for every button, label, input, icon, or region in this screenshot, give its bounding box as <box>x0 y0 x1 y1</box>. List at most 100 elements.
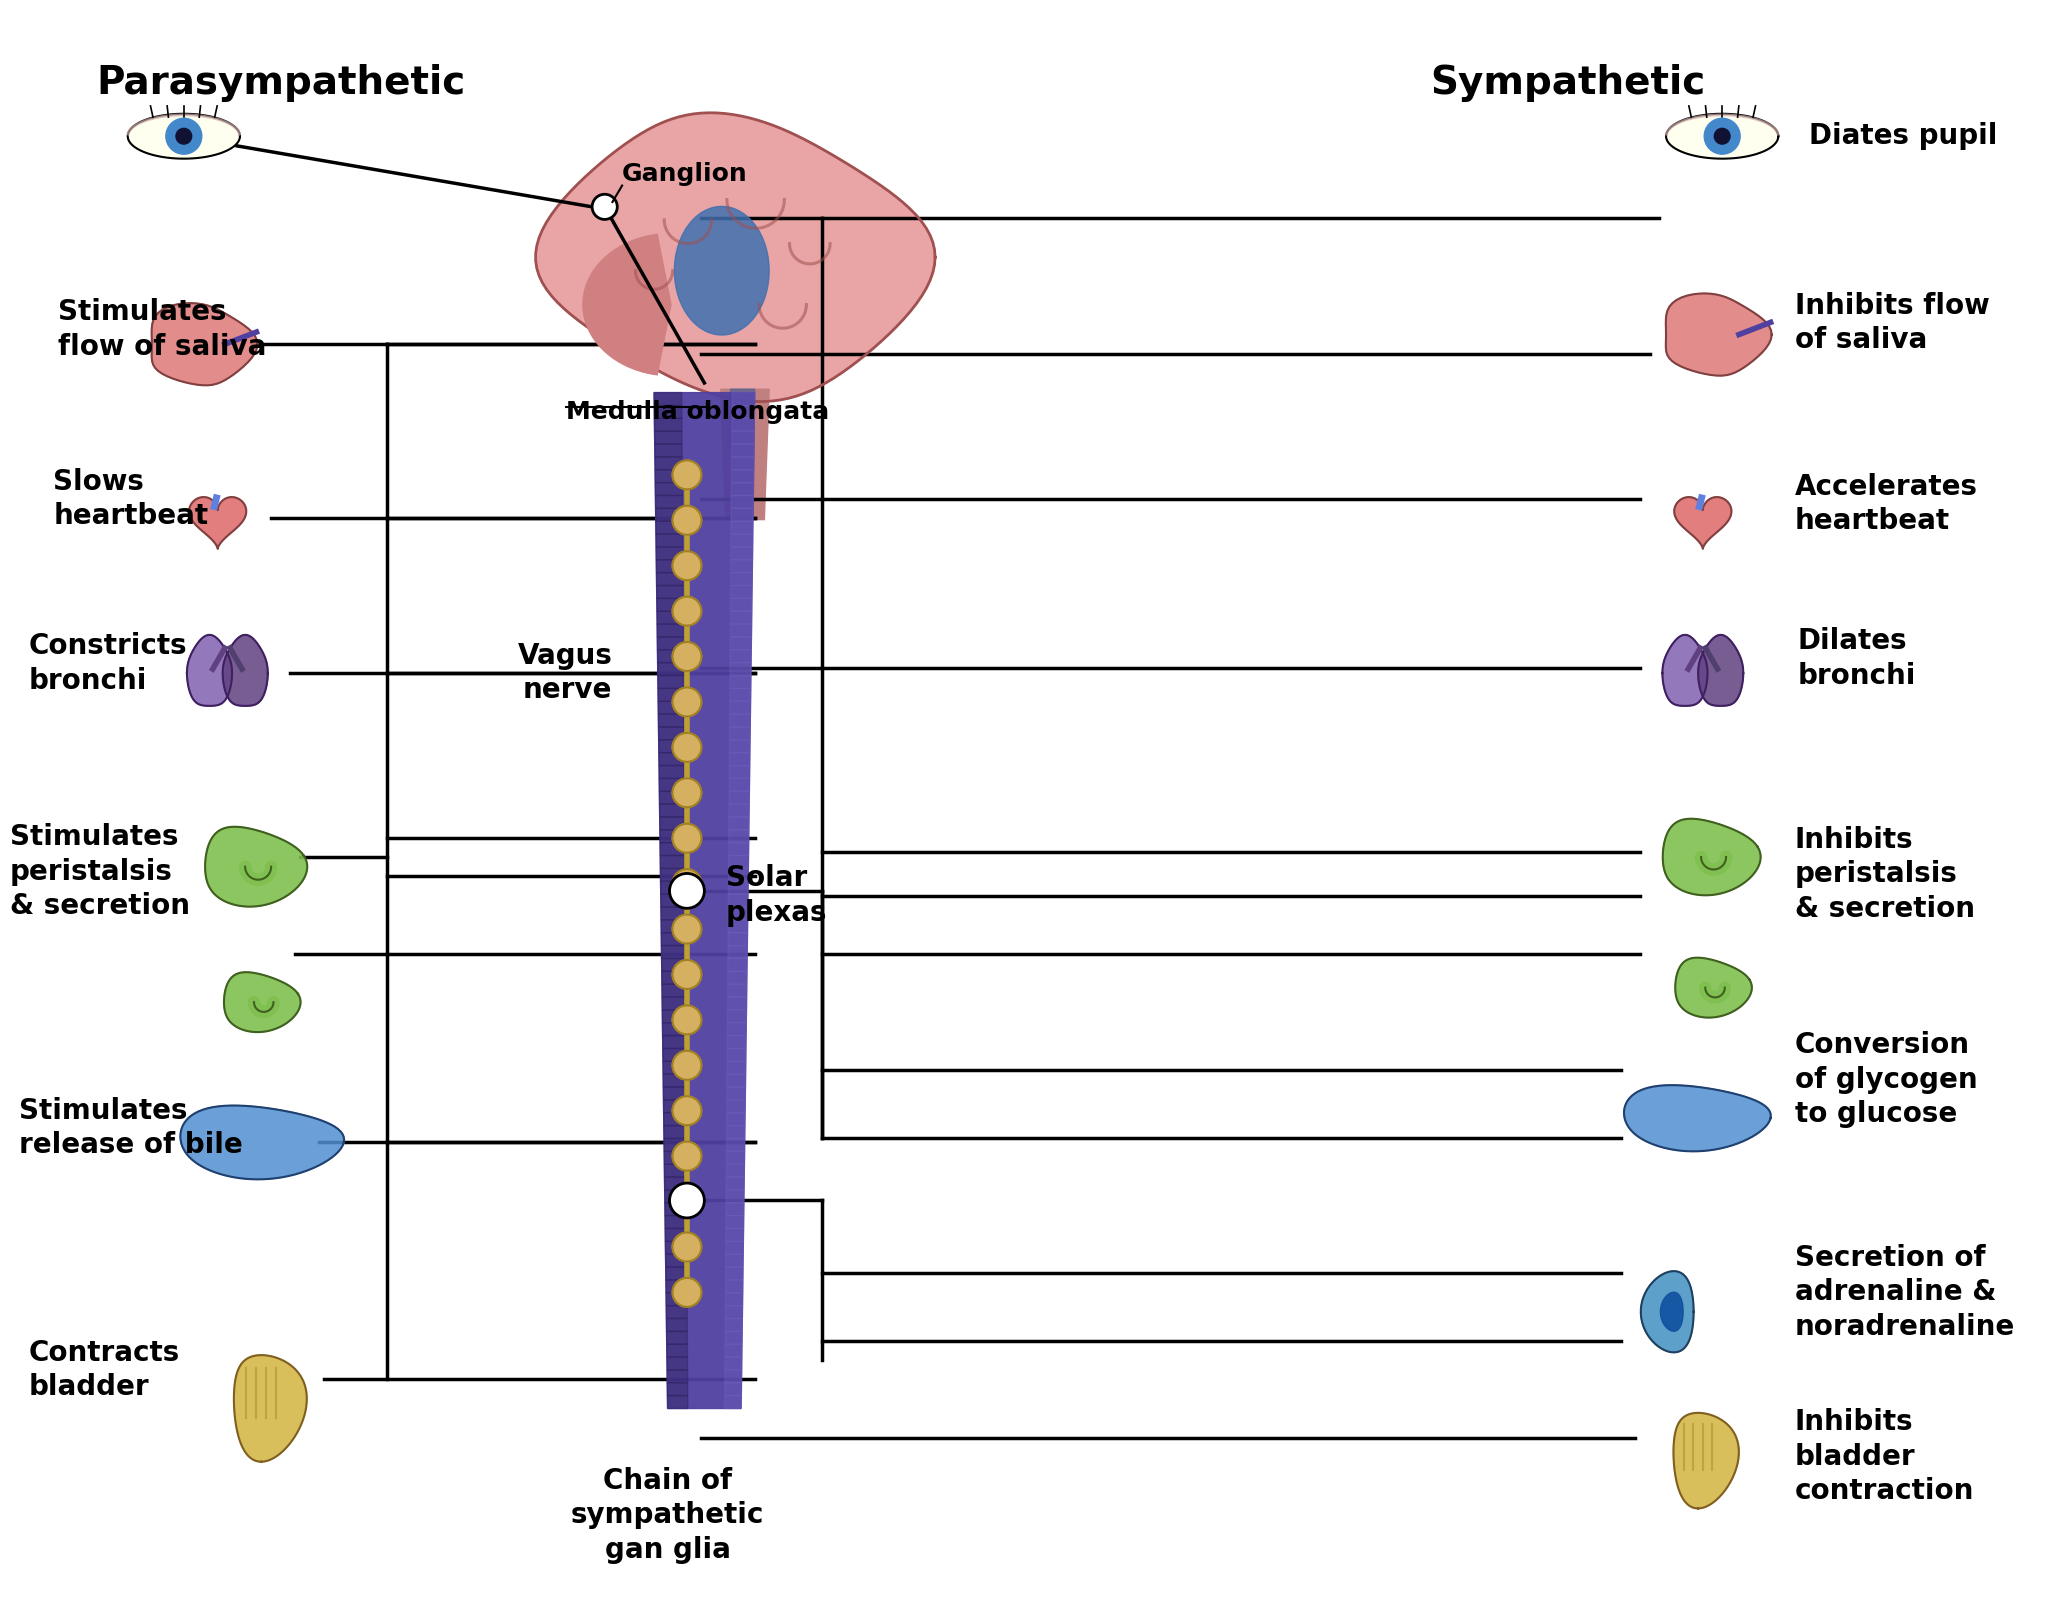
Polygon shape <box>729 650 752 663</box>
Polygon shape <box>655 521 682 534</box>
Polygon shape <box>662 1023 686 1036</box>
Polygon shape <box>668 1357 688 1369</box>
Text: Conversion
of glycogen
to glucose: Conversion of glycogen to glucose <box>1794 1031 1978 1127</box>
Polygon shape <box>186 636 231 706</box>
Polygon shape <box>664 1048 686 1061</box>
Text: Constricts
bronchi: Constricts bronchi <box>29 632 188 695</box>
Polygon shape <box>655 482 682 495</box>
Circle shape <box>672 1097 702 1126</box>
Text: Stimulates
flow of saliva: Stimulates flow of saliva <box>57 298 266 361</box>
Polygon shape <box>729 816 750 829</box>
Polygon shape <box>725 1395 741 1408</box>
Circle shape <box>672 824 702 853</box>
Polygon shape <box>655 560 682 573</box>
Circle shape <box>672 915 702 944</box>
Polygon shape <box>659 753 684 766</box>
Text: Diates pupil: Diates pupil <box>1808 123 1997 150</box>
Circle shape <box>176 129 193 144</box>
Circle shape <box>670 874 705 908</box>
Polygon shape <box>666 1331 688 1344</box>
Polygon shape <box>659 779 684 792</box>
Polygon shape <box>729 702 750 715</box>
Polygon shape <box>664 1036 686 1048</box>
Polygon shape <box>666 1242 686 1255</box>
Text: Inhibits
peristalsis
& secretion: Inhibits peristalsis & secretion <box>1794 826 1974 923</box>
Polygon shape <box>659 740 684 753</box>
Polygon shape <box>668 1382 688 1395</box>
Polygon shape <box>725 1369 741 1382</box>
Polygon shape <box>729 766 750 779</box>
Polygon shape <box>657 676 684 689</box>
Polygon shape <box>727 984 748 997</box>
Polygon shape <box>729 740 750 753</box>
Text: Stimulates
peristalsis
& secretion: Stimulates peristalsis & secretion <box>10 823 190 919</box>
Polygon shape <box>731 547 752 560</box>
Polygon shape <box>657 598 684 611</box>
Polygon shape <box>152 303 258 386</box>
Polygon shape <box>659 855 684 868</box>
Polygon shape <box>729 919 748 932</box>
Polygon shape <box>731 456 754 469</box>
Polygon shape <box>662 984 686 997</box>
Polygon shape <box>727 1061 745 1074</box>
Text: Ganglion: Ganglion <box>623 161 748 185</box>
Polygon shape <box>1663 636 1708 706</box>
Text: Secretion of
adrenaline &
noradrenaline: Secretion of adrenaline & noradrenaline <box>1794 1244 2015 1340</box>
Polygon shape <box>727 1177 743 1190</box>
Polygon shape <box>1661 1292 1683 1331</box>
Polygon shape <box>725 1279 743 1292</box>
Polygon shape <box>664 1126 686 1139</box>
Polygon shape <box>664 1165 686 1177</box>
Polygon shape <box>668 1344 688 1357</box>
Polygon shape <box>664 1152 686 1165</box>
Polygon shape <box>666 1279 688 1292</box>
Polygon shape <box>1665 294 1772 376</box>
Polygon shape <box>666 1216 686 1229</box>
Polygon shape <box>729 792 750 805</box>
Polygon shape <box>727 1087 745 1100</box>
Polygon shape <box>727 1010 745 1023</box>
Polygon shape <box>729 829 750 842</box>
Polygon shape <box>1673 1413 1739 1508</box>
Circle shape <box>672 1277 702 1307</box>
Circle shape <box>672 869 702 898</box>
Polygon shape <box>729 715 750 727</box>
Text: Inhibits flow
of saliva: Inhibits flow of saliva <box>1794 292 1989 355</box>
Polygon shape <box>668 1395 688 1408</box>
Polygon shape <box>725 1382 741 1395</box>
Polygon shape <box>731 392 754 405</box>
Polygon shape <box>662 1010 686 1023</box>
Polygon shape <box>662 919 684 932</box>
Polygon shape <box>657 611 684 624</box>
Circle shape <box>1704 118 1741 155</box>
Polygon shape <box>662 971 686 984</box>
Polygon shape <box>664 1087 686 1100</box>
Polygon shape <box>725 1331 741 1344</box>
Polygon shape <box>725 1216 743 1229</box>
Circle shape <box>672 506 702 536</box>
Polygon shape <box>657 689 684 702</box>
Circle shape <box>672 1050 702 1079</box>
Polygon shape <box>662 894 684 907</box>
Polygon shape <box>731 482 754 495</box>
Polygon shape <box>729 868 748 881</box>
Polygon shape <box>729 779 750 792</box>
Polygon shape <box>731 573 752 586</box>
Circle shape <box>672 777 702 806</box>
Text: Stimulates
release of bile: Stimulates release of bile <box>18 1097 244 1160</box>
Polygon shape <box>657 586 682 598</box>
Polygon shape <box>1624 1086 1772 1152</box>
Polygon shape <box>731 418 754 431</box>
Polygon shape <box>727 1190 743 1203</box>
Polygon shape <box>666 1229 686 1242</box>
Polygon shape <box>725 1318 741 1331</box>
Polygon shape <box>655 495 682 508</box>
Polygon shape <box>664 1074 686 1087</box>
Polygon shape <box>188 497 246 548</box>
Polygon shape <box>729 881 748 894</box>
Circle shape <box>166 118 203 155</box>
Polygon shape <box>657 663 684 676</box>
Polygon shape <box>205 827 307 907</box>
Polygon shape <box>584 234 672 374</box>
Polygon shape <box>659 816 684 829</box>
